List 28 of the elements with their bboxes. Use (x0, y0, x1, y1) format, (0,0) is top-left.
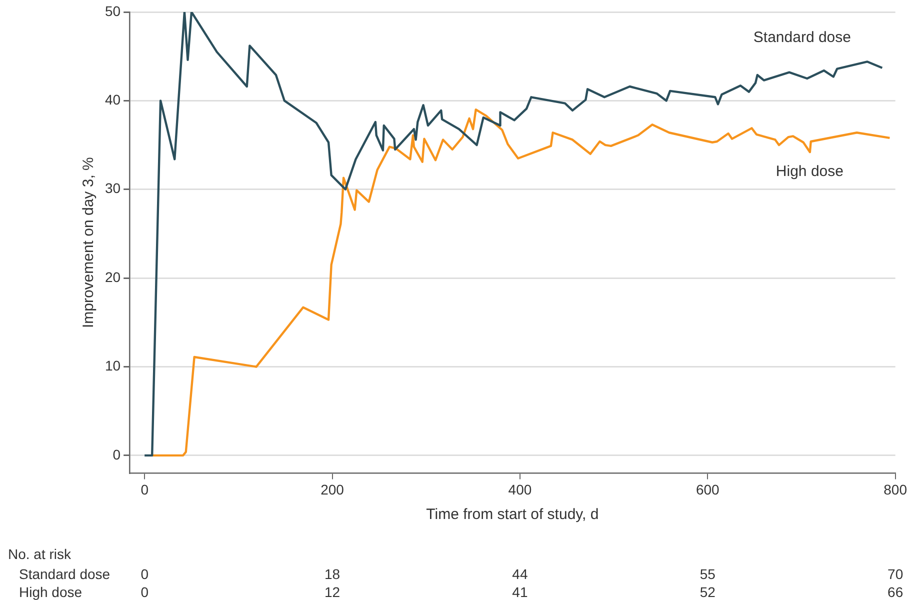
y-tick-label: 40 (104, 92, 121, 108)
text: 18 (324, 566, 340, 582)
text: 41 (512, 584, 528, 600)
text: 66 (888, 584, 904, 600)
text: 0 (140, 566, 149, 582)
x-tick-label: 200 (320, 481, 344, 498)
text: 12 (324, 584, 340, 600)
x-tick-label: 800 (884, 481, 908, 498)
y-tick-label: 10 (104, 358, 121, 374)
text: 0 (140, 584, 149, 600)
x-tick-label: 0 (140, 481, 149, 498)
y-tick-label: 30 (104, 180, 121, 196)
x-tick-label: 400 (508, 481, 532, 498)
series-label: High dose (776, 162, 844, 180)
x-axis-title: Time from start of study, d (426, 506, 599, 524)
text: 55 (700, 566, 716, 582)
y-tick-label: 50 (104, 2, 121, 19)
text: High dose (19, 584, 82, 600)
text: Standard dose (19, 566, 110, 582)
y-tick-label: 20 (104, 268, 121, 285)
series-label: Standard dose (753, 28, 851, 46)
text: 70 (888, 566, 904, 582)
text: No. at risk (8, 546, 72, 562)
y-tick-label: 0 (112, 446, 121, 462)
text: 52 (700, 584, 716, 600)
x-tick-label: 600 (696, 481, 720, 498)
text: 44 (512, 566, 528, 582)
y-axis-title: Improvement on day 3, % (80, 157, 98, 328)
